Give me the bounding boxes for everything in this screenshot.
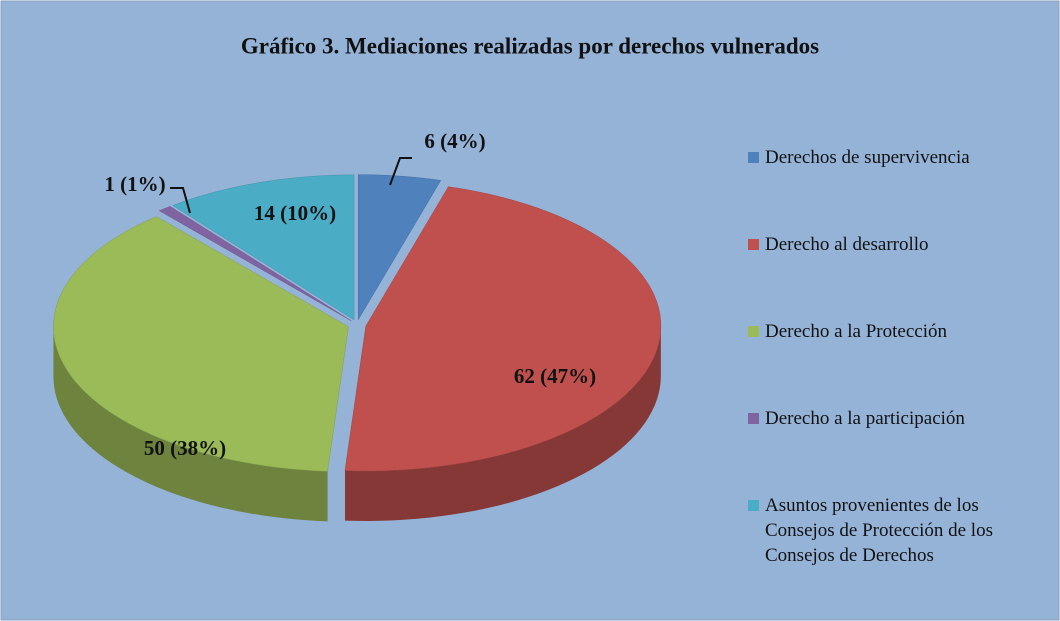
slice-side [53,326,328,522]
pie [53,174,662,522]
data-label: 62 (47%) [514,364,596,388]
slice [158,206,352,322]
data-label: 6 (4%) [424,129,485,153]
leader-line [389,157,412,186]
legend-item: Asuntos provenientes de los Consejos de … [748,493,1048,580]
legend-item: Derechos de supervivencia [748,145,1048,232]
legend-label: Derecho al desarrollo [765,234,929,255]
legend-label: Derechos de supervivencia [765,147,970,168]
legend-swatch [748,152,759,163]
slice [172,174,355,321]
legend-label: Asuntos provenientes de los Consejos de … [765,495,993,566]
data-label: 50 (38%) [144,436,226,460]
legend-swatch [748,413,759,424]
legend: Derechos de supervivencia Derecho al desa… [748,145,1048,580]
legend-item: Derecho al desarrollo [748,232,1048,319]
data-label: 1 (1%) [104,172,165,196]
data-label: 14 (10%) [254,201,336,225]
slice-side [344,325,661,521]
legend-label: Derecho a la participación [765,408,965,429]
slice [53,216,349,472]
legend-item: Derecho a la Protección [748,319,1048,406]
leader-line [170,187,191,214]
slice [358,174,442,321]
slice [344,186,662,472]
legend-item: Derecho a la participación [748,406,1048,493]
legend-swatch [748,239,759,250]
legend-swatch [748,500,759,511]
legend-swatch [748,326,759,337]
legend-label: Derecho a la Protección [765,321,947,342]
chart-title: Gráfico 3. Mediaciones realizadas por de… [241,33,819,58]
